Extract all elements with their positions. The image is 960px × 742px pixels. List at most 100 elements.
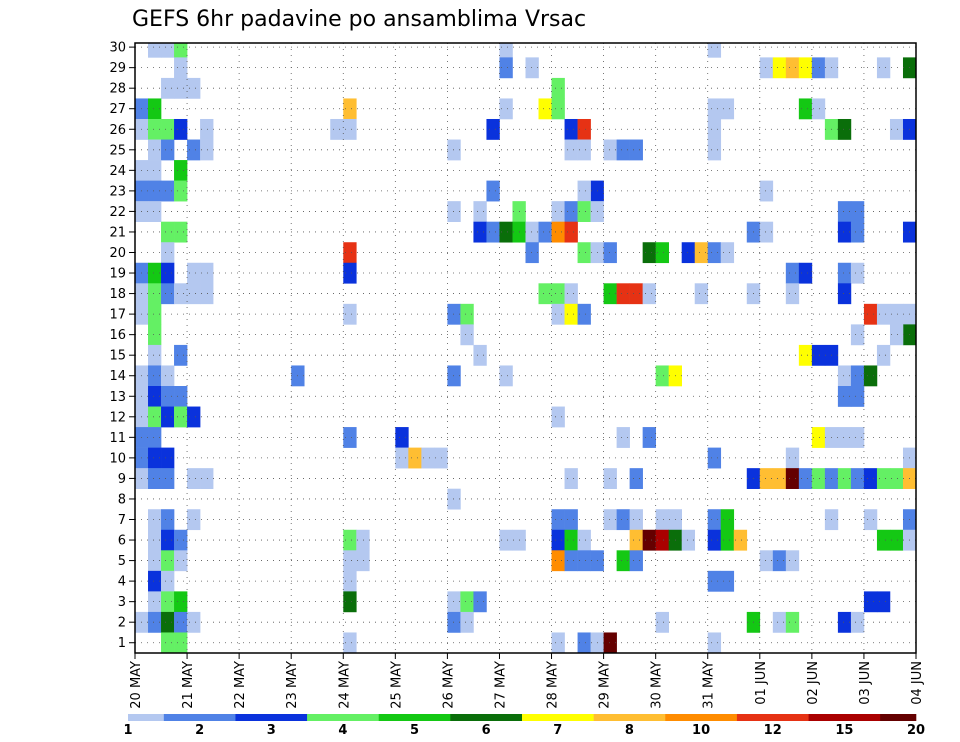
heatmap-cell: [538, 98, 552, 120]
y-tick-label: 22: [109, 205, 126, 220]
x-tick-label: 04 JUN: [910, 661, 925, 705]
heatmap-cell: [876, 344, 891, 366]
heatmap-cell: [148, 386, 162, 407]
heatmap-cell: [499, 98, 513, 120]
heatmap-cell: [395, 427, 409, 448]
heatmap-cell: [850, 324, 865, 346]
heatmap-cell: [460, 611, 474, 633]
heatmap-cell: [876, 57, 891, 79]
heatmap-cell: [655, 509, 669, 531]
heatmap-cell: [837, 221, 852, 243]
heatmap-cell: [707, 529, 722, 551]
heatmap-cell: [694, 242, 709, 264]
heatmap-cell: [447, 488, 461, 510]
heatmap-cell: [187, 139, 201, 161]
heatmap-cell: [707, 509, 722, 531]
heatmap-cell: [642, 242, 656, 264]
heatmap-cell: [148, 180, 162, 202]
heatmap-cell: [499, 365, 513, 387]
legend-label: 5: [410, 723, 419, 738]
heatmap-cell: [460, 324, 474, 346]
heatmap-cell: [447, 139, 461, 161]
heatmap-cell: [161, 180, 175, 202]
legend-swatch: [307, 714, 380, 721]
heatmap-cell: [889, 529, 904, 551]
heatmap-cell: [200, 139, 214, 161]
heatmap-cell: [837, 283, 852, 305]
heatmap-cell: [772, 550, 787, 572]
heatmap-cell: [642, 283, 656, 305]
heatmap-cell: [603, 468, 617, 489]
legend-swatch: [522, 714, 594, 721]
heatmap-cell: [772, 468, 787, 489]
legend-swatch: [880, 714, 917, 721]
heatmap-cell: [174, 344, 188, 366]
heatmap-cell: [577, 118, 591, 140]
legend-swatch: [235, 714, 308, 721]
legend-label: 4: [338, 723, 347, 738]
heatmap-cell: [148, 509, 162, 531]
x-tick-label: 26 MAY: [441, 661, 456, 709]
heatmap-cell: [447, 365, 461, 387]
heatmap-cell: [655, 611, 669, 633]
heatmap-cell: [395, 447, 409, 469]
heatmap-cell: [577, 201, 591, 222]
heatmap-cell: [564, 221, 578, 243]
heatmap-cell: [863, 591, 878, 613]
y-tick-label: 6: [118, 534, 126, 549]
heatmap-cell: [486, 221, 500, 243]
heatmap-cell: [161, 570, 175, 592]
heatmap-cell: [707, 139, 722, 161]
heatmap-cell: [161, 365, 175, 387]
heatmap-cell: [785, 262, 800, 284]
heatmap-cell: [616, 283, 630, 305]
heatmap-cell: [785, 447, 800, 469]
heatmap-cell: [161, 550, 175, 572]
legend-label: 15: [835, 723, 853, 738]
heatmap-cell: [161, 77, 175, 99]
heatmap-cell: [187, 509, 201, 531]
heatmap-cell: [356, 550, 370, 572]
heatmap-cell: [148, 529, 162, 551]
x-tick-label: 24 MAY: [337, 661, 352, 709]
heatmap-cell: [200, 283, 214, 305]
heatmap-cell: [447, 303, 461, 325]
y-tick-label: 1: [118, 636, 126, 651]
heatmap-cell: [642, 427, 656, 448]
y-tick-label: 16: [109, 328, 126, 343]
heatmap-cell: [148, 98, 162, 120]
heatmap-cell: [174, 591, 188, 613]
heatmap-cell: [200, 468, 214, 489]
heatmap-cell: [707, 570, 722, 592]
y-tick-label: 15: [109, 349, 126, 364]
heatmap-cell: [551, 283, 565, 305]
heatmap-cell: [759, 550, 774, 572]
heatmap-cell: [343, 427, 357, 448]
y-tick-label: 19: [109, 267, 126, 282]
heatmap-cell: [811, 98, 826, 120]
heatmap-cell: [863, 303, 878, 325]
heatmap-cell: [629, 283, 643, 305]
heatmap-cell: [161, 242, 175, 264]
y-tick-label: 7: [118, 513, 126, 528]
plot-frame: [134, 42, 917, 654]
heatmap-cell: [460, 591, 474, 613]
heatmap-cell: [473, 201, 487, 222]
heatmap-cell: [161, 386, 175, 407]
y-tick-label: 27: [109, 102, 126, 117]
heatmap-cell: [174, 160, 188, 181]
heatmap-cell: [161, 529, 175, 551]
heatmap-cell: [655, 242, 669, 264]
heatmap-cell: [486, 118, 500, 140]
heatmap-cell: [148, 262, 162, 284]
y-tick-label: 23: [109, 184, 126, 199]
color-legend: 1 2 3 4 5 6 7 8 10 12 15 20: [123, 714, 925, 738]
heatmap-cell: [161, 283, 175, 305]
heatmap-cell: [174, 180, 188, 202]
heatmap-cell: [174, 118, 188, 140]
heatmap-cell: [889, 468, 904, 489]
heatmap-cell: [174, 611, 188, 633]
heatmap-cell: [187, 468, 201, 489]
heatmap-cell: [148, 591, 162, 613]
heatmap-cell: [720, 98, 735, 120]
